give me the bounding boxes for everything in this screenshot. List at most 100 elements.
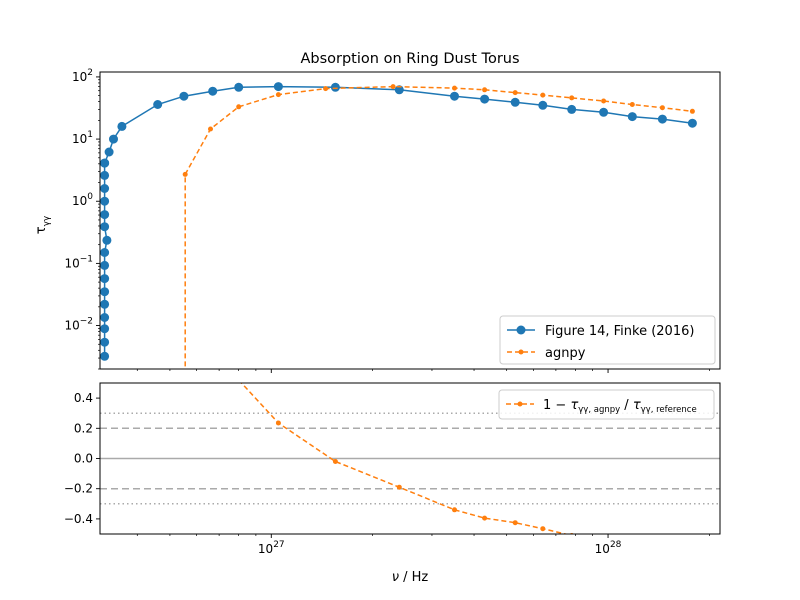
data-point-finke [234, 82, 244, 92]
x-tick-exponent: 28 [610, 540, 622, 550]
data-point-finke [100, 210, 110, 220]
data-point-finke [567, 104, 577, 114]
data-point-finke [104, 147, 114, 157]
residual-data-point [236, 378, 241, 383]
x-tick-label: 1028 [595, 540, 622, 556]
legend-label-finke: Figure 14, Finke (2016) [545, 324, 694, 339]
data-point-finke [100, 184, 110, 193]
data-point-finke [100, 274, 110, 284]
legend-label-residual: 1 − τγγ, agnpy / τγγ, reference [543, 398, 697, 415]
series-line-agnpy [184, 85, 693, 369]
y-tick-label: 100 [72, 192, 93, 208]
residual-legend-box [498, 389, 715, 420]
residual-y-tick-label: 0.4 [74, 391, 93, 405]
data-point-agnpy [182, 171, 188, 177]
data-point-finke [330, 82, 340, 92]
residual-data-point [482, 515, 488, 521]
legend-part-sub2: γγ, reference [641, 405, 697, 415]
data-point-agnpy [208, 126, 213, 132]
residual-legend: 1 − τγγ, agnpy / τγγ, reference [498, 389, 715, 420]
legend-part-slash: / [620, 398, 633, 413]
data-point-finke [208, 86, 218, 96]
main-legend: Figure 14, Finke (2016) agnpy [499, 315, 716, 365]
residual-y-tick-labels: 0.4 0.2 0.0 −0.2 −0.4 [64, 391, 93, 526]
x-tick-mantissa: 10 [258, 542, 273, 556]
main-legend-box [499, 315, 716, 365]
residual-y-tick-label: −0.2 [64, 482, 93, 496]
data-point-agnpy [540, 92, 546, 98]
data-point-finke [100, 313, 110, 322]
data-point-finke [117, 121, 127, 131]
x-axis-label: ν / Hz [392, 570, 429, 585]
data-point-finke [179, 91, 189, 101]
data-point-finke [538, 100, 548, 110]
residual-data-point [396, 484, 402, 490]
y-tick-exponent: 0 [87, 192, 93, 202]
data-point-finke [100, 170, 110, 180]
residual-data-point [540, 526, 546, 532]
data-point-agnpy [482, 87, 488, 93]
data-point-finke [100, 222, 110, 232]
data-point-finke [100, 324, 110, 334]
chart-title: Absorption on Ring Dust Torus [300, 51, 519, 67]
y-tick-label: 10−2 [64, 317, 93, 333]
y-tick-exponent: −1 [80, 254, 93, 264]
data-point-agnpy [569, 95, 575, 101]
data-point-finke [100, 260, 110, 270]
data-point-finke [273, 82, 283, 92]
main-panel: Absorption on Ring Dust Torus 1021011001… [34, 51, 721, 373]
data-point-finke [100, 299, 110, 309]
data-point-agnpy [236, 104, 242, 110]
residual-y-tick-label: 0.2 [74, 421, 93, 435]
data-point-finke [153, 100, 163, 109]
data-point-finke [100, 337, 110, 347]
residual-panel-plot-area [100, 378, 720, 534]
y-tick-mantissa: 10 [64, 256, 79, 270]
legend-marker-residual [517, 401, 523, 407]
main-panel-frame [99, 71, 721, 370]
data-point-finke [450, 91, 459, 101]
data-point-agnpy [323, 86, 329, 92]
data-point-finke [100, 196, 110, 206]
residual-data-point [332, 459, 338, 464]
main-panel-plot-area [100, 82, 697, 369]
x-tick-label: 1027 [258, 540, 285, 556]
y-tick-mantissa: 10 [72, 194, 87, 208]
data-point-finke [100, 158, 110, 168]
residual-data-point [275, 420, 281, 426]
y-tick-mantissa: 10 [72, 132, 87, 146]
y-tick-exponent: 2 [87, 68, 93, 78]
residual-panel: 0.40.20.0−0.2−0.4 1027 1028 ν / Hz 1 − τγ… [64, 378, 721, 585]
data-point-agnpy [659, 105, 665, 111]
data-point-finke [102, 235, 112, 245]
legend-marker-agnpy [518, 349, 524, 355]
residual-data-point [452, 507, 457, 513]
data-point-agnpy [512, 90, 518, 96]
x-axis-label-nu: ν [392, 570, 399, 585]
data-point-finke [109, 134, 118, 144]
data-point-finke [100, 351, 110, 361]
y-tick-exponent: 1 [87, 130, 93, 140]
data-point-finke [627, 112, 637, 122]
residual-y-tick-label: −0.4 [64, 512, 93, 526]
data-point-finke [510, 97, 520, 107]
data-point-agnpy [275, 92, 281, 98]
legend-marker-finke [516, 325, 526, 335]
y-tick-exponent: −2 [80, 317, 93, 327]
data-point-finke [100, 248, 110, 257]
y-tick-label: 10−1 [64, 254, 93, 270]
y-tick-label: 102 [72, 68, 93, 84]
y-tick-label: 101 [72, 130, 93, 146]
data-point-finke [687, 118, 697, 128]
data-point-agnpy [629, 102, 635, 107]
x-tick-exponent: 27 [273, 540, 284, 550]
y-tick-mantissa: 10 [64, 319, 79, 333]
legend-part-one: 1 − [543, 398, 570, 413]
residual-panel-frame [99, 382, 721, 535]
data-point-agnpy [452, 85, 457, 91]
legend-part-tau1: τ [570, 398, 578, 413]
data-point-agnpy [390, 84, 396, 90]
data-point-finke [100, 287, 110, 297]
